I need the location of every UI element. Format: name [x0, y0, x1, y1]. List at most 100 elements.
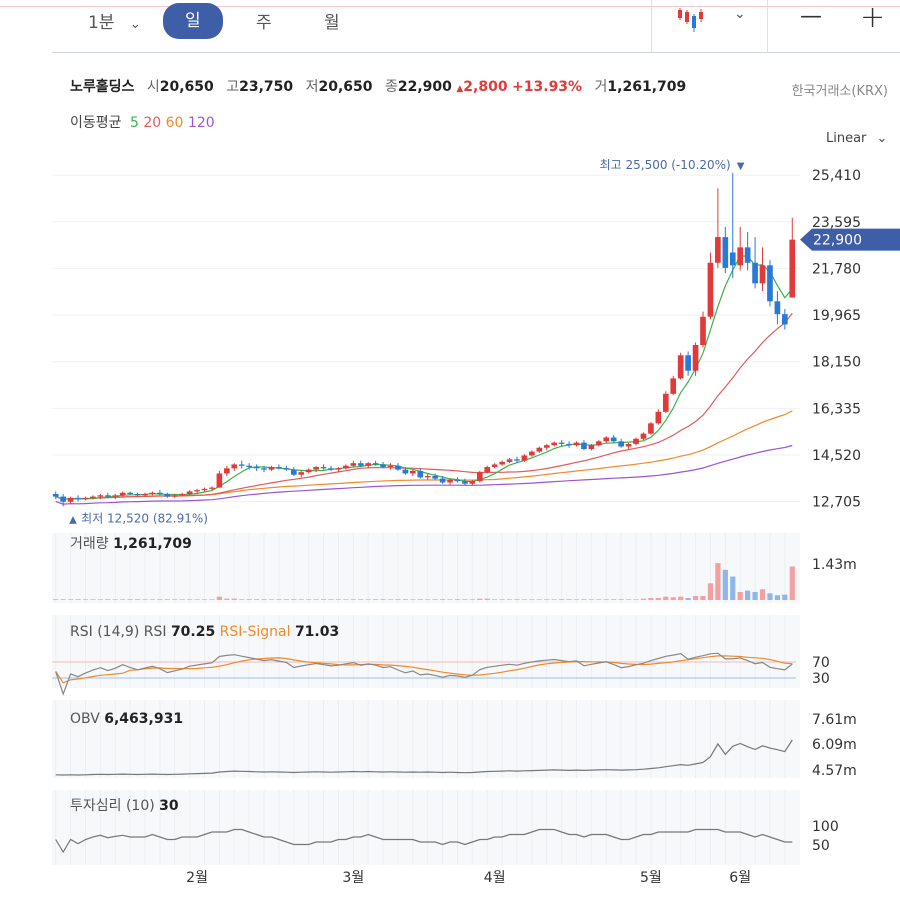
obv-value: 6,463,931 [104, 711, 183, 727]
candle-body [112, 495, 119, 497]
period-day[interactable]: 일 [163, 3, 223, 39]
candle-body [186, 491, 193, 495]
candle [357, 460, 364, 468]
price-tick-label: 12,705 [812, 495, 861, 511]
period-month[interactable]: 월 [324, 13, 340, 33]
candle-body [424, 476, 431, 478]
candle [372, 460, 379, 466]
candle-body [610, 437, 617, 442]
period-week[interactable]: 주 [256, 13, 272, 33]
up-triangle-icon: ▲ [69, 514, 77, 525]
candle-body [82, 497, 89, 500]
candle-body [447, 479, 453, 483]
candle-body [566, 443, 572, 446]
candle [551, 441, 558, 447]
volume-bar [685, 597, 691, 600]
scale-mode-label: Linear [826, 131, 867, 146]
candle [685, 351, 691, 376]
volume-bar [172, 599, 178, 600]
rsi-signal-label: RSI-Signal [215, 624, 295, 640]
toolbar: 1분 ⌄ 일 주 월 ⌄ — + [52, 0, 900, 53]
candle-body [365, 463, 372, 466]
low-value: 20,650 [318, 79, 373, 95]
ma20-legend[interactable]: 20 [143, 115, 162, 131]
candle-body [261, 468, 267, 470]
volume-bar [224, 598, 230, 600]
last-price-tag [800, 228, 900, 251]
candle-body [529, 451, 535, 456]
volume-bar [194, 599, 200, 600]
psychology-label: 투자심리 (10) 30 [70, 798, 179, 814]
candle-body [343, 465, 349, 469]
candle-body [774, 301, 781, 315]
candle-body [573, 442, 580, 446]
volume-bar [97, 599, 103, 600]
rsi-line [55, 652, 793, 696]
candle [454, 477, 461, 483]
volume-bar [521, 599, 528, 600]
candle-body [119, 492, 126, 496]
candle-body [246, 465, 252, 468]
volume-bar [105, 599, 111, 600]
volume-bar [499, 599, 505, 600]
candle [365, 461, 372, 469]
volume-bar [529, 599, 535, 600]
candle [395, 463, 401, 471]
ma60-legend[interactable]: 60 [165, 115, 184, 131]
candle [722, 226, 729, 274]
candle [707, 252, 714, 320]
volume-bar [328, 599, 334, 600]
candle-body [729, 252, 736, 266]
candle-body [767, 265, 773, 302]
psychology-line [55, 828, 793, 854]
candle-body [789, 239, 796, 298]
zoom-out-button[interactable]: — [800, 4, 822, 29]
month-tick-label: 3월 [342, 870, 364, 886]
volume-bar [120, 599, 126, 600]
ma5-legend[interactable]: 5 [129, 115, 139, 131]
volume-label: 거 [594, 79, 608, 95]
candle-body [462, 481, 468, 484]
candle [491, 463, 498, 469]
psychology-tick-50: 50 [812, 838, 830, 854]
volume-bar [611, 599, 617, 600]
ma-legend: 이동평균 5 20 60 120 [70, 112, 215, 132]
candle-body [655, 411, 662, 424]
candle-body [104, 495, 111, 497]
candle-body [97, 495, 104, 497]
candle-body [588, 445, 595, 450]
close-value: 22,900 [397, 79, 452, 95]
candle-body [134, 494, 141, 496]
candle-body [305, 469, 312, 473]
high-value: 23,750 [239, 79, 294, 95]
candle [387, 463, 394, 470]
zoom-in-button[interactable]: + [860, 0, 886, 35]
volume-bar [492, 599, 498, 600]
candle-type-icon[interactable] [676, 6, 708, 34]
candle-body [543, 445, 550, 448]
candle-body [313, 467, 319, 470]
ma-legend-label: 이동평균 [70, 115, 122, 131]
obv-tick-label: 7.61m [812, 712, 857, 728]
chevron-down-icon[interactable]: ⌄ [734, 6, 746, 22]
volume-bar [187, 599, 193, 600]
volume-bar [618, 599, 624, 600]
volume-bar [53, 599, 59, 600]
volume-bar [759, 589, 766, 600]
period-1min[interactable]: 1분 ⌄ [88, 8, 141, 38]
volume-bar [655, 597, 661, 600]
candle-body [625, 443, 632, 447]
ma120-legend[interactable]: 120 [187, 115, 215, 131]
volume-bar [410, 599, 416, 600]
volume-bar [365, 599, 371, 600]
chevron-down-icon[interactable]: ⌄ [129, 17, 141, 32]
indicator-pane [52, 533, 800, 603]
volume-tick-label: 1.43m [812, 557, 857, 573]
volume-label: 거래량 1,261,709 [70, 536, 192, 552]
scale-mode-select[interactable]: Linear ⌄ [826, 131, 887, 146]
volume-bar [276, 599, 282, 600]
month-tick-label: 5월 [640, 870, 662, 886]
rsi-signal-value: 71.03 [295, 624, 339, 640]
volume-bar [767, 593, 773, 600]
